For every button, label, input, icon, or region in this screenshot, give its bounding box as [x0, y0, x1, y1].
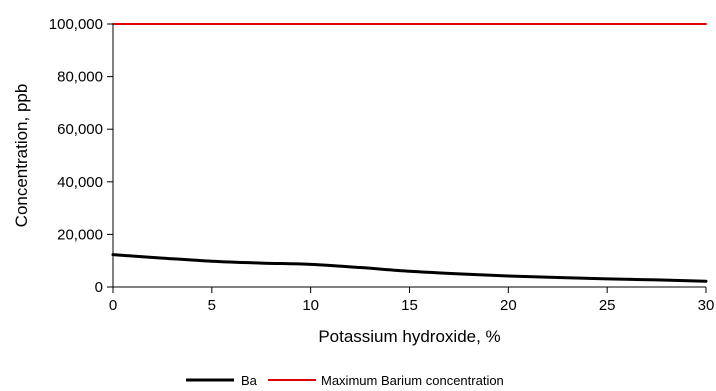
legend-label: Maximum Barium concentration: [321, 373, 504, 388]
x-tick-label: 10: [302, 297, 319, 314]
legend-item-ba: Ba: [186, 373, 258, 388]
y-tick-label: 40,000: [57, 174, 103, 191]
x-tick-label: 20: [500, 297, 517, 314]
x-tick-label: 5: [208, 297, 216, 314]
axes: 0 20,000 40,000 60,000 80,000 100,000 0 5 10 15 20…: [49, 16, 715, 314]
x-tick-label: 15: [401, 297, 418, 314]
x-tick-label: 25: [599, 297, 616, 314]
x-tick-label: 30: [698, 297, 715, 314]
y-axis-title: Concentration, ppb: [12, 84, 31, 228]
series-line-ba: [111, 253, 708, 283]
legend-label: Ba: [241, 373, 258, 388]
x-axis-title: Potassium hydroxide, %: [318, 327, 500, 346]
y-tick-label: 20,000: [57, 226, 103, 243]
legend-item-maximum-barium-concentration: Maximum Barium concentration: [268, 373, 504, 388]
legend: Ba Maximum Barium concentration: [186, 373, 504, 388]
x-tick-label: 0: [109, 297, 117, 314]
plot-area: [111, 23, 708, 283]
y-tick-label: 60,000: [57, 121, 103, 138]
y-tick-label: 80,000: [57, 69, 103, 86]
y-tick-label: 100,000: [49, 16, 103, 33]
y-tick-label: 0: [95, 279, 103, 296]
